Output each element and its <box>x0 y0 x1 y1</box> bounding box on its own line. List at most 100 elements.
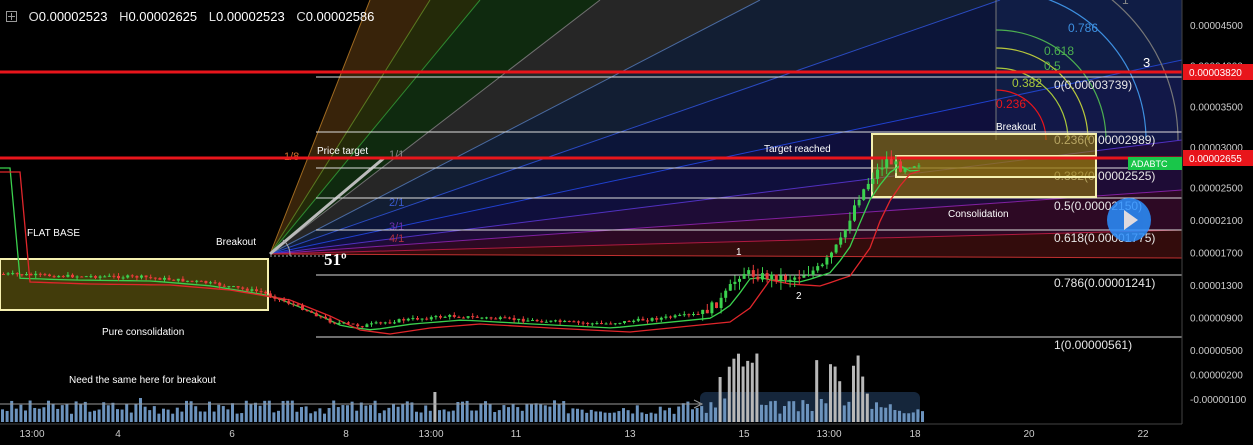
volume-bar <box>258 405 262 422</box>
candle <box>370 323 373 325</box>
high-value: 0.00002625 <box>128 9 198 24</box>
volume-bar <box>424 405 428 422</box>
volume-bar <box>19 404 23 422</box>
fan-sector <box>270 0 1182 254</box>
volume-bar <box>681 403 685 422</box>
volume-bar <box>286 400 290 422</box>
volume-bar <box>875 402 878 422</box>
candle <box>163 277 166 280</box>
volume-bar <box>83 401 87 422</box>
volume-bar <box>884 407 888 422</box>
volume-bar <box>79 403 83 422</box>
volume-bar <box>548 406 552 422</box>
volume-bar <box>553 400 556 422</box>
candle <box>471 316 475 318</box>
volume-bar <box>921 411 924 422</box>
candle <box>475 316 479 318</box>
candle <box>710 302 714 314</box>
candle <box>15 273 19 275</box>
volume-bar <box>829 364 832 422</box>
volume-bar <box>221 406 225 422</box>
volume-bar <box>714 407 717 422</box>
candle <box>130 275 134 277</box>
volume-bar <box>663 410 667 422</box>
candle <box>204 280 208 284</box>
volume-bar <box>396 406 400 422</box>
fan-line <box>269 229 1182 255</box>
candle <box>485 317 488 319</box>
candle <box>770 274 774 280</box>
volume-bar <box>88 411 92 422</box>
volume-bar <box>364 405 368 422</box>
candle <box>232 286 235 288</box>
volume-bar <box>842 405 846 422</box>
candle <box>802 275 806 278</box>
volume-bar <box>760 404 763 422</box>
candle <box>333 322 337 324</box>
volume-bar <box>359 402 363 422</box>
candle <box>406 318 410 321</box>
volume-bar <box>819 398 823 422</box>
candle <box>149 277 153 279</box>
volume-bar <box>336 407 340 422</box>
volume-bar <box>442 409 446 422</box>
volume-bar <box>833 366 837 422</box>
candle <box>531 319 534 321</box>
candle <box>577 321 580 323</box>
fan-line <box>269 0 431 255</box>
volume-bar <box>902 413 906 422</box>
volume-bar <box>612 412 616 422</box>
volume-bar <box>594 411 598 422</box>
candle <box>600 323 603 325</box>
expand-icon[interactable] <box>6 11 17 22</box>
candle <box>724 290 728 298</box>
volume-bar <box>571 408 575 422</box>
candle <box>692 314 695 316</box>
volume-bar <box>51 403 55 422</box>
volume-bar <box>484 401 487 422</box>
volume-bar <box>672 413 676 422</box>
volume-bar <box>456 402 460 422</box>
volume-bar <box>589 409 593 422</box>
volume-bar <box>185 400 188 422</box>
volume-bar <box>838 381 842 422</box>
volume-bar <box>387 407 391 422</box>
volume-bar <box>194 406 198 422</box>
volume-bar <box>281 400 285 422</box>
candle <box>839 237 843 245</box>
volume-bar <box>870 408 874 422</box>
volume-bar <box>139 398 142 422</box>
candle <box>572 321 576 323</box>
candle <box>876 169 879 179</box>
volume-bar <box>304 406 308 422</box>
candle <box>719 297 723 308</box>
volume-bar <box>318 408 322 422</box>
candle <box>429 317 433 320</box>
volume-bar <box>691 409 694 422</box>
open-value: 0.00002523 <box>38 9 108 24</box>
candle <box>218 282 222 286</box>
volume-bar <box>852 365 855 422</box>
candle <box>494 318 498 320</box>
candle <box>871 178 875 184</box>
play-button[interactable] <box>1107 198 1151 242</box>
candle <box>319 316 323 318</box>
symbol-badge-label: ADABTC <box>1131 159 1168 169</box>
candle <box>650 318 654 321</box>
annotation: 1 <box>736 247 742 258</box>
candle <box>641 318 645 321</box>
volume-bar <box>143 406 147 422</box>
volume-bar <box>433 392 437 422</box>
candle <box>310 311 314 313</box>
candle <box>508 317 511 319</box>
volume-bar <box>746 360 750 422</box>
candle <box>236 286 240 288</box>
volume-bar <box>208 401 211 422</box>
candle <box>880 167 884 170</box>
volume-bar <box>189 401 193 422</box>
candle <box>287 301 291 304</box>
candle <box>301 305 304 310</box>
candle <box>255 289 258 292</box>
